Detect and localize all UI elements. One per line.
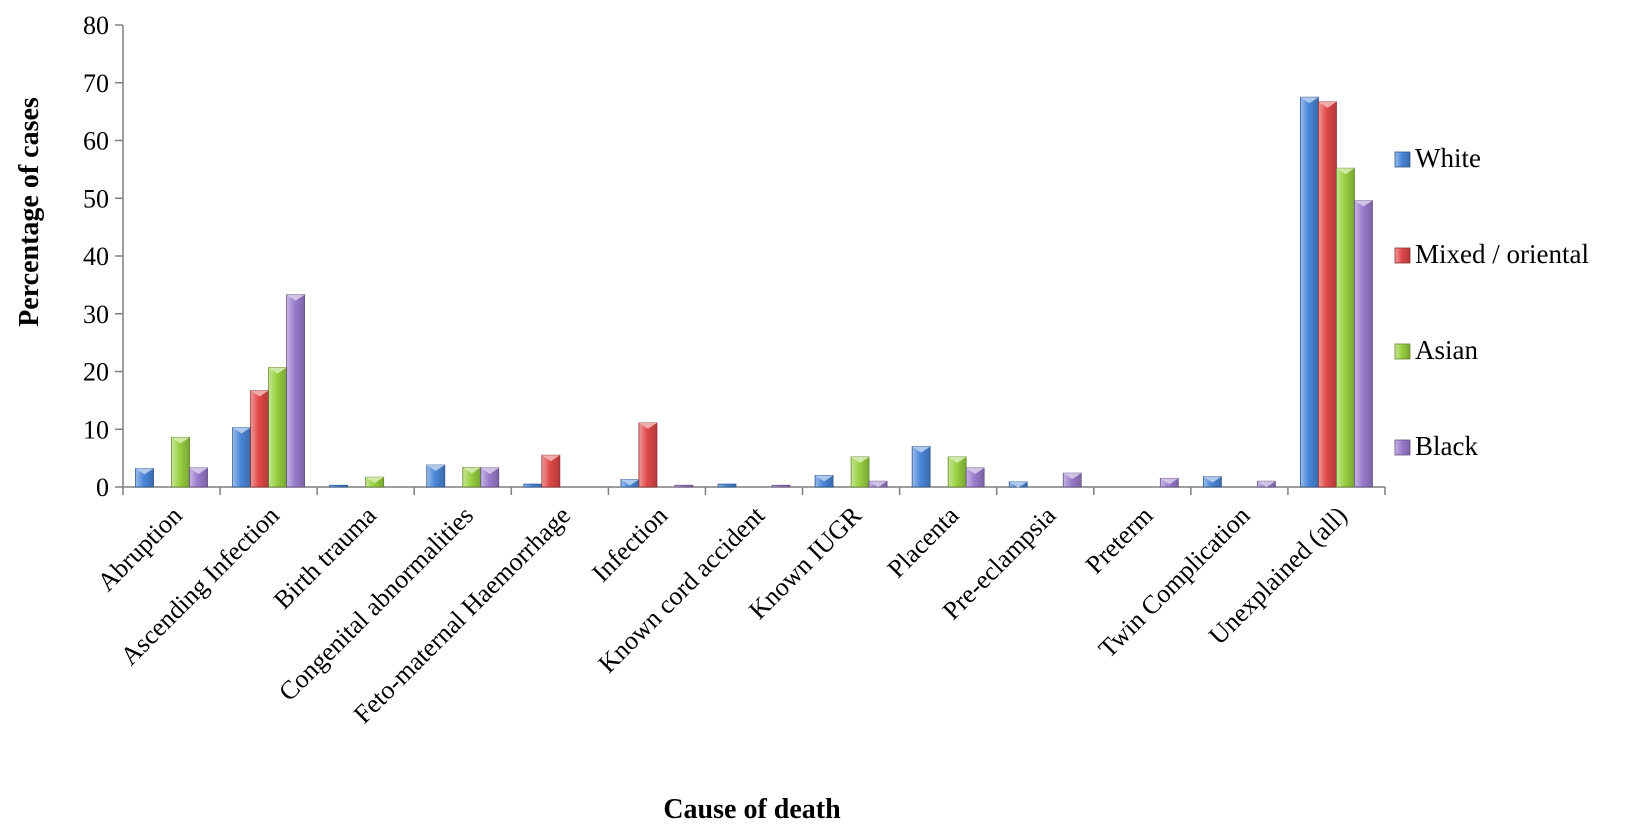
x-category-label: Congenital abnormalities	[273, 501, 479, 707]
x-category-label: Ascending Infection	[115, 501, 285, 671]
bar-cap	[541, 455, 560, 462]
bar-cap	[638, 422, 657, 429]
x-category-label: Infection	[586, 501, 673, 588]
bar-cap	[620, 479, 639, 486]
bar	[911, 446, 931, 488]
bar-cap	[815, 475, 834, 482]
legend: White Mixed / oriental Asian Black	[1394, 143, 1589, 461]
x-category-label: Known cord accident	[593, 500, 771, 678]
bar-cap	[912, 446, 931, 453]
y-axis-title: Percentage of cases	[14, 97, 45, 327]
y-tick-label: 50	[83, 184, 109, 213]
bar-cap	[1354, 200, 1373, 207]
bar	[286, 294, 306, 488]
bar	[1354, 200, 1373, 488]
bar	[268, 367, 288, 488]
bar	[232, 427, 252, 488]
y-tick-label: 80	[83, 11, 109, 40]
bar-cap	[135, 468, 154, 475]
y-tick-label: 20	[83, 358, 109, 387]
bar	[1318, 101, 1337, 488]
x-axis-title: Cause of death	[663, 794, 841, 825]
bar-cap	[286, 294, 305, 301]
bar	[771, 484, 791, 488]
y-tick-label: 40	[83, 242, 109, 271]
bar	[250, 390, 270, 488]
bar	[171, 436, 190, 488]
bar-cap	[1318, 101, 1337, 108]
bar-cap	[1257, 481, 1276, 488]
y-tick-label: 60	[83, 127, 109, 156]
bar-cap	[1009, 481, 1028, 488]
bar-cap	[171, 437, 190, 444]
bar-cap	[1300, 97, 1319, 104]
bar	[523, 483, 543, 488]
bar-cap	[1063, 473, 1082, 480]
legend-label: Asian	[1415, 335, 1478, 365]
legend-label: Mixed / oriental	[1415, 239, 1589, 269]
y-tick-label: 30	[83, 300, 109, 329]
legend-label: White	[1415, 143, 1481, 173]
bars	[135, 96, 1373, 488]
bar-cap	[851, 456, 870, 463]
bar	[1336, 167, 1355, 488]
x-category-label: Abruption	[92, 501, 188, 597]
y-tick-label: 0	[96, 473, 109, 502]
bar-cap	[869, 481, 888, 488]
bar-cap	[365, 477, 384, 484]
bar-cap	[1203, 476, 1222, 483]
legend-swatch	[1394, 247, 1411, 264]
y-axis: 0 10 20 30 40 50 60 70 80	[83, 11, 124, 502]
bar	[674, 484, 694, 488]
bar	[717, 483, 737, 488]
bar-cap	[250, 390, 269, 397]
bar-cap	[189, 467, 208, 474]
bar-cap	[966, 467, 985, 474]
bar-cap	[948, 456, 967, 463]
bar-cap	[480, 467, 499, 474]
legend-swatch	[1394, 343, 1411, 360]
bar-cap	[268, 367, 287, 374]
y-tick-label: 10	[83, 415, 109, 444]
bar-cap	[1336, 168, 1355, 175]
bar	[1300, 96, 1319, 488]
y-tick-label: 70	[83, 69, 109, 98]
bar-cap	[1160, 478, 1179, 485]
legend-label: Black	[1415, 431, 1478, 461]
bar-cap	[232, 427, 251, 434]
bar-cap	[462, 467, 481, 474]
bar-cap	[426, 465, 445, 472]
bar	[329, 484, 349, 488]
x-category-label: Preterm	[1080, 501, 1159, 580]
legend-swatch	[1394, 151, 1411, 168]
bar	[638, 422, 658, 488]
legend-swatch	[1394, 439, 1411, 456]
x-category-label: Placenta	[882, 500, 965, 583]
